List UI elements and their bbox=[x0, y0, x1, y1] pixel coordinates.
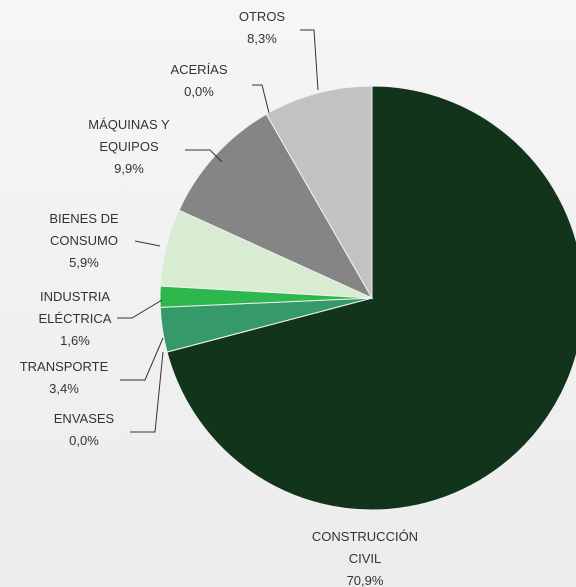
category-label: INDUSTRIA ELÉCTRICA bbox=[38, 289, 112, 326]
pie-slice bbox=[166, 85, 576, 511]
value-label: 8,3% bbox=[247, 31, 277, 46]
value-label: 9,9% bbox=[114, 161, 144, 176]
leader-line bbox=[185, 149, 223, 163]
slice-label: ENVASES 0,0% bbox=[34, 408, 134, 452]
category-label: ENVASES bbox=[53, 411, 115, 426]
leader-line bbox=[130, 351, 164, 433]
slice-label: ACERÍAS 0,0% bbox=[149, 59, 249, 103]
value-label: 0,0% bbox=[184, 84, 214, 99]
slice-label: INDUSTRIA ELÉCTRICA 1,6% bbox=[25, 286, 125, 352]
category-label: BIENES DE CONSUMO bbox=[49, 211, 119, 248]
leader-line bbox=[120, 337, 164, 381]
slice-label: BIENES DE CONSUMO 5,9% bbox=[34, 208, 134, 274]
slice-label: CONSTRUCCIÓN CIVIL 70,9% bbox=[300, 526, 430, 587]
leader-line bbox=[252, 84, 270, 114]
category-label: TRANSPORTE bbox=[19, 359, 109, 374]
leader-line bbox=[117, 299, 163, 319]
leader-line bbox=[300, 29, 319, 91]
value-label: 1,6% bbox=[60, 333, 90, 348]
slice-label: MÁQUINAS Y EQUIPOS 9,9% bbox=[74, 114, 184, 180]
category-label: ACERÍAS bbox=[170, 62, 228, 77]
category-label: MÁQUINAS Y EQUIPOS bbox=[88, 117, 170, 154]
value-label: 5,9% bbox=[69, 255, 99, 270]
pie-slice bbox=[265, 85, 373, 300]
category-label: CONSTRUCCIÓN CIVIL bbox=[311, 529, 419, 566]
value-label: 3,4% bbox=[49, 381, 79, 396]
value-label: 0,0% bbox=[69, 433, 99, 448]
leader-line bbox=[134, 240, 161, 247]
category-label: OTROS bbox=[238, 9, 286, 24]
value-label: 70,9% bbox=[346, 573, 384, 587]
slice-label: TRANSPORTE 3,4% bbox=[9, 356, 119, 400]
slice-label: OTROS 8,3% bbox=[212, 6, 312, 50]
